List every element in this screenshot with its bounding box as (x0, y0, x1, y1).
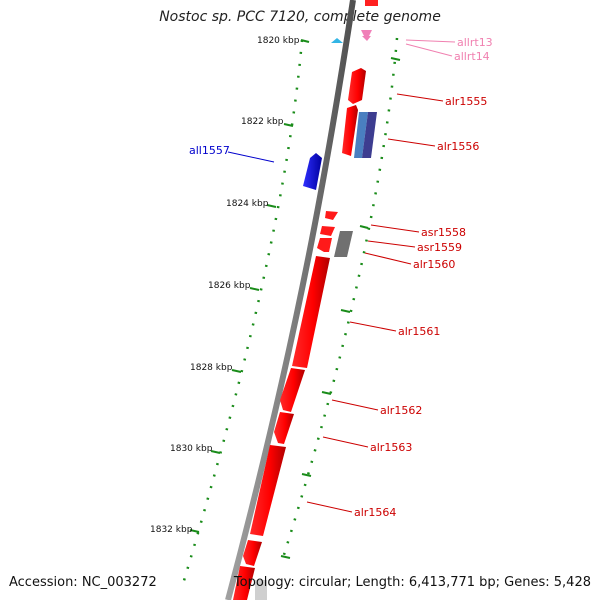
leader-alr1561 (349, 321, 397, 332)
tick-outer-2 (359, 225, 369, 229)
gene-asr1559[interactable] (320, 226, 335, 236)
gene-label-alr1555[interactable]: alr1555 (445, 95, 487, 108)
tick-1832 (189, 529, 200, 533)
gene-next-1[interactable] (243, 540, 262, 566)
gene-allrt13[interactable] (361, 30, 372, 36)
genome-backbone (225, 0, 356, 600)
gene-alr1560-gray[interactable] (334, 231, 353, 257)
tick-1820 (300, 39, 310, 43)
leader-alr1563 (322, 436, 369, 448)
tick-1830 (210, 450, 221, 454)
leader-asr1558 (370, 224, 420, 233)
tick-1824 (266, 204, 277, 208)
feature-track (281, 37, 399, 559)
scale-ticks (189, 39, 401, 559)
leader-allrt13 (405, 39, 456, 43)
feature-top-red[interactable] (365, 0, 378, 6)
leader-alr1556 (387, 138, 436, 147)
accession-label: Accession: NC_003272 (9, 575, 157, 590)
tick-1822 (283, 123, 294, 127)
gene-next-gray[interactable] (255, 580, 267, 600)
gene-labels: allrt13 allrt14 alr1555 alr1556 all1557 … (189, 36, 493, 519)
gene-label-alr1563[interactable]: alr1563 (370, 441, 412, 454)
scale-label: 1828 kbp (190, 363, 233, 373)
gene-allrt14[interactable] (362, 36, 371, 41)
gene-next-2[interactable] (233, 566, 255, 600)
tick-outer-1 (390, 57, 401, 61)
leader-allrt14 (405, 43, 453, 57)
gene-alr1562[interactable] (280, 368, 305, 412)
gene-label-alr1562[interactable]: alr1562 (380, 404, 422, 417)
map-title: Nostoc sp. PCC 7120, complete genome (159, 9, 441, 25)
leader-alr1560 (364, 252, 412, 265)
genome-summary: Topology: circular; Length: 6,413,771 bp… (233, 575, 591, 590)
scale-track (181, 39, 304, 585)
gene-alr1560-red[interactable] (317, 238, 332, 252)
tick-outer-3 (340, 309, 351, 313)
scale-label: 1820 kbp (257, 36, 300, 46)
scale-label: 1824 kbp (226, 199, 269, 209)
tick-outer-6 (280, 555, 291, 559)
scale-label: 1822 kbp (241, 117, 284, 127)
leader-alr1564 (306, 501, 353, 513)
leader-alr1555 (396, 93, 444, 102)
gene-label-all1557[interactable]: all1557 (189, 144, 230, 157)
gene-label-alr1560[interactable]: alr1560 (413, 258, 455, 271)
gene-alr1555[interactable] (348, 68, 366, 104)
gene-alr1563[interactable] (274, 412, 294, 444)
tick-1826 (249, 287, 260, 291)
gene-label-alr1561[interactable]: alr1561 (398, 325, 440, 338)
gene-label-alr1564[interactable]: alr1564 (354, 506, 396, 519)
gene-label-alr1556[interactable]: alr1556 (437, 140, 479, 153)
tick-1828 (231, 369, 242, 373)
gene-alr1556[interactable] (342, 105, 358, 156)
leader-all1557 (227, 151, 275, 163)
scale-label: 1826 kbp (208, 281, 251, 291)
scale-labels: 1820 kbp 1822 kbp 1824 kbp 1826 kbp 1828… (150, 36, 300, 535)
leader-alr1562 (331, 399, 379, 411)
gene-label-allrt13[interactable]: allrt13 (457, 36, 493, 49)
tick-outer-5 (301, 473, 312, 477)
scale-label: 1830 kbp (170, 444, 213, 454)
gene-label-asr1558[interactable]: asr1558 (421, 226, 466, 239)
leader-lines (227, 39, 456, 513)
gene-label-asr1559[interactable]: asr1559 (417, 241, 462, 254)
gene-alr1564[interactable] (250, 445, 286, 536)
feature-cyan-marker[interactable] (331, 38, 343, 43)
gene-all1557[interactable] (303, 153, 322, 190)
gene-asr1558[interactable] (325, 211, 338, 220)
gene-alr1561[interactable] (292, 256, 330, 368)
leader-asr1559 (367, 240, 416, 248)
gene-label-allrt14[interactable]: allrt14 (454, 50, 490, 63)
gene-alr1556-blue-b[interactable] (362, 112, 377, 158)
gene-alr1556-blue-a[interactable] (354, 112, 368, 158)
scale-label: 1832 kbp (150, 525, 193, 535)
tick-outer-4 (321, 391, 332, 395)
